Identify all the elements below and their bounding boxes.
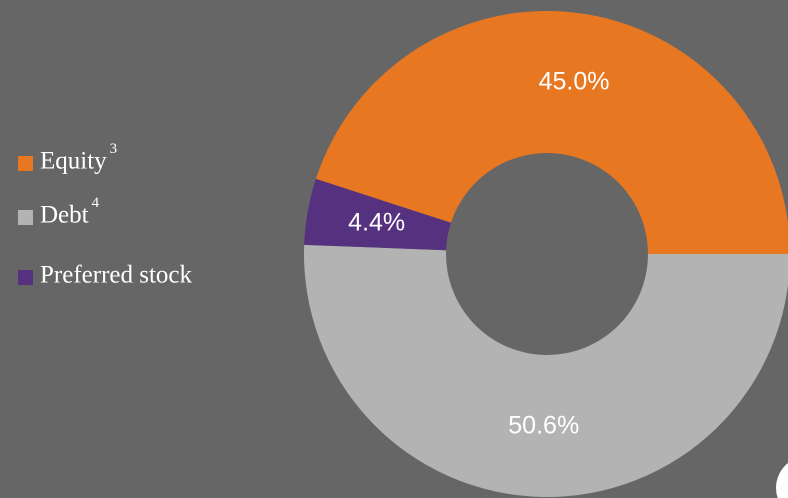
corner-badge [776,463,788,498]
donut-slice [304,178,451,251]
value-label: 4.4% [348,208,405,236]
donut-slice [304,244,788,497]
legend-footnote: 4 [92,195,100,211]
legend-swatch [18,270,33,285]
legend-label: Preferred stock [40,262,193,289]
legend-swatch [18,156,33,171]
value-label: 45.0% [539,68,610,96]
value-label: 50.6% [508,412,579,440]
legend-label: Equity [40,148,107,175]
legend-swatch [18,210,33,225]
donut-slice [315,11,788,254]
legend-footnote: 3 [110,141,118,157]
legend-label: Debt [40,202,89,229]
